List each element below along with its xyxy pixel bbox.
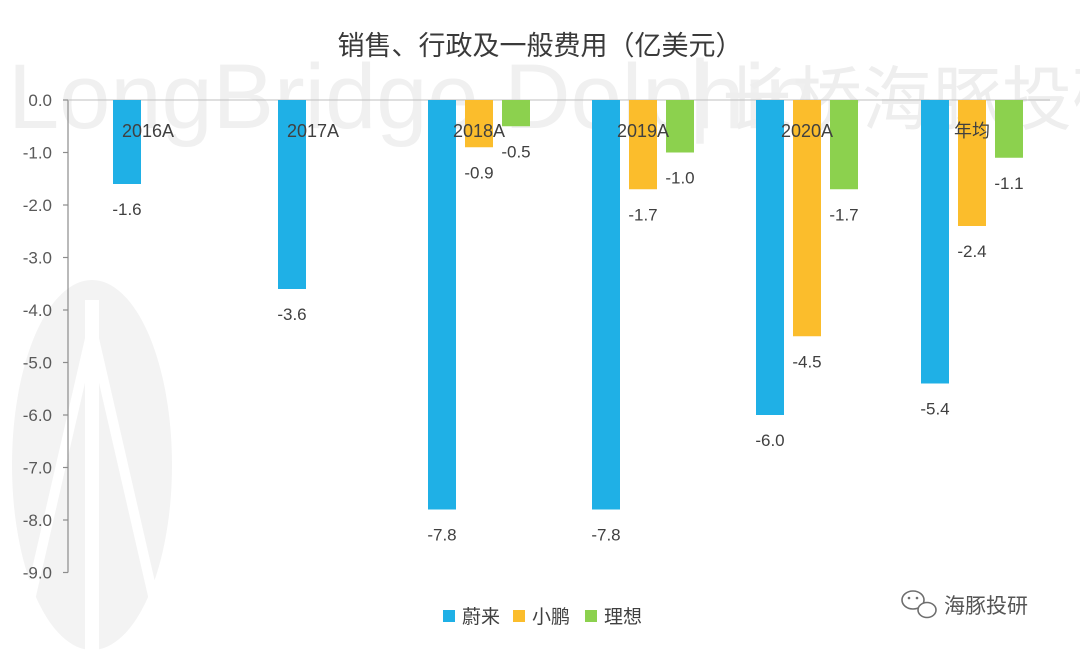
category-label: 2016A [122, 121, 174, 141]
data-labels: -1.6 -3.6 -7.8 -0.9 -0.5 -7.8 -1.7 -1.0 -6.0 -4.5… [112, 142, 1023, 544]
data-label-xpeng: -1.7 [628, 205, 657, 224]
data-label-xpeng: -4.5 [792, 352, 821, 371]
category-label: 年均 [954, 121, 990, 141]
legend-swatch-xpeng [513, 610, 525, 622]
bar-xpeng [793, 100, 821, 337]
y-tick-label: 0.0 [28, 91, 52, 110]
y-tick-label: -4.0 [23, 301, 52, 320]
data-label-nio: -5.4 [920, 400, 949, 419]
bar-li [502, 100, 530, 127]
data-label-nio: -7.8 [591, 526, 620, 545]
bar-nio [921, 100, 949, 384]
y-tick-label: -7.0 [23, 459, 52, 478]
data-label-xpeng: -2.4 [957, 242, 986, 261]
y-tick-label: -5.0 [23, 354, 52, 373]
source-badge-text: 海豚投研 [944, 594, 1028, 618]
legend-label-nio: 蔚来 [462, 606, 500, 628]
bar-li [666, 100, 694, 153]
bar-nio [428, 100, 456, 510]
legend-swatch-nio [443, 610, 455, 622]
bar-li [995, 100, 1023, 158]
y-tick-label: -2.0 [23, 196, 52, 215]
source-badge: 海豚投研 [901, 590, 1028, 619]
bar-nio [756, 100, 784, 415]
y-tick-label: -9.0 [23, 564, 52, 583]
data-label-nio: -7.8 [427, 526, 456, 545]
y-tick-label: -1.0 [23, 144, 52, 163]
legend: 蔚来 小鹏 理想 [443, 606, 642, 628]
data-label-li: -1.7 [829, 205, 858, 224]
y-tick-label: -8.0 [23, 511, 52, 530]
data-label-nio: -6.0 [755, 431, 784, 450]
data-label-li: -0.5 [501, 142, 530, 161]
chart-title: 销售、行政及一般费用（亿美元） [338, 31, 743, 62]
category-label: 2019A [617, 121, 669, 141]
data-label-xpeng: -0.9 [464, 163, 493, 182]
data-label-nio: -3.6 [277, 305, 306, 324]
data-label-li: -1.1 [994, 174, 1023, 193]
data-label-li: -1.0 [665, 169, 694, 188]
y-tick-label: -6.0 [23, 406, 52, 425]
data-label-nio: -1.6 [112, 200, 141, 219]
watermark-logo-stroke [25, 328, 97, 602]
bar-nio [113, 100, 141, 184]
category-labels: 2016A 2017A 2018A 2019A 2020A 年均 [122, 121, 990, 141]
legend-swatch-li [585, 610, 597, 622]
bar-nio [592, 100, 620, 510]
y-axis: 0.0 -1.0 -2.0 -3.0 -4.0 -5.0 -6.0 -7.0 -8.0 -9.0 [23, 91, 1050, 583]
legend-label-xpeng: 小鹏 [532, 606, 570, 628]
bar-xpeng [629, 100, 657, 190]
bar-li [830, 100, 858, 190]
watermark-logo-stroke [87, 328, 159, 602]
bars [113, 100, 1023, 510]
bar-nio [278, 100, 306, 289]
category-label: 2017A [287, 121, 339, 141]
y-tick-label: -3.0 [23, 249, 52, 268]
legend-label-li: 理想 [604, 606, 642, 628]
category-label: 2018A [453, 121, 505, 141]
wechat-icon [901, 590, 937, 619]
category-label: 2020A [781, 121, 833, 141]
bar-xpeng [465, 100, 493, 148]
bar-xpeng [958, 100, 986, 226]
